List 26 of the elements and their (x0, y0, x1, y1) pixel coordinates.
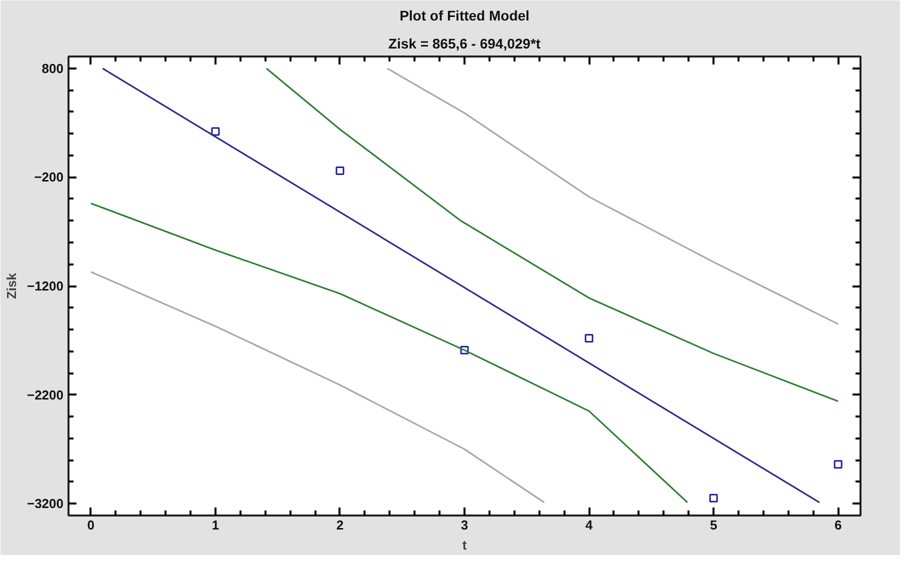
y-tick-label: −1200 (26, 278, 64, 294)
line-series (266, 68, 839, 402)
x-tick-label: 1 (212, 518, 220, 532)
x-tick-label: 0 (87, 518, 95, 532)
y-tick-label: −2200 (26, 387, 64, 402)
x-axis-title: t (462, 538, 468, 552)
point (211, 127, 220, 136)
x-tick-label: 4 (585, 518, 594, 532)
y-tick-label: −200 (34, 170, 64, 185)
y-tick-label: −3200 (26, 496, 64, 512)
y-axis-title: Zisk (4, 272, 19, 300)
line-series (386, 68, 839, 325)
chart-title: Plot of Fitted Model (400, 8, 530, 24)
y-tick-label: 800 (42, 60, 64, 76)
chart-subtitle: Zisk = 865,6 - 694,029*t (388, 36, 541, 52)
point (336, 166, 344, 175)
line-series (90, 271, 545, 504)
x-tick-label: 6 (834, 518, 842, 532)
line-series (90, 202, 688, 504)
point (460, 346, 469, 354)
point (834, 460, 842, 469)
point (584, 334, 594, 342)
point (709, 494, 718, 502)
x-tick-label: 5 (710, 518, 718, 532)
x-tick-label: 2 (336, 518, 344, 532)
x-tick-label: 3 (460, 518, 468, 532)
